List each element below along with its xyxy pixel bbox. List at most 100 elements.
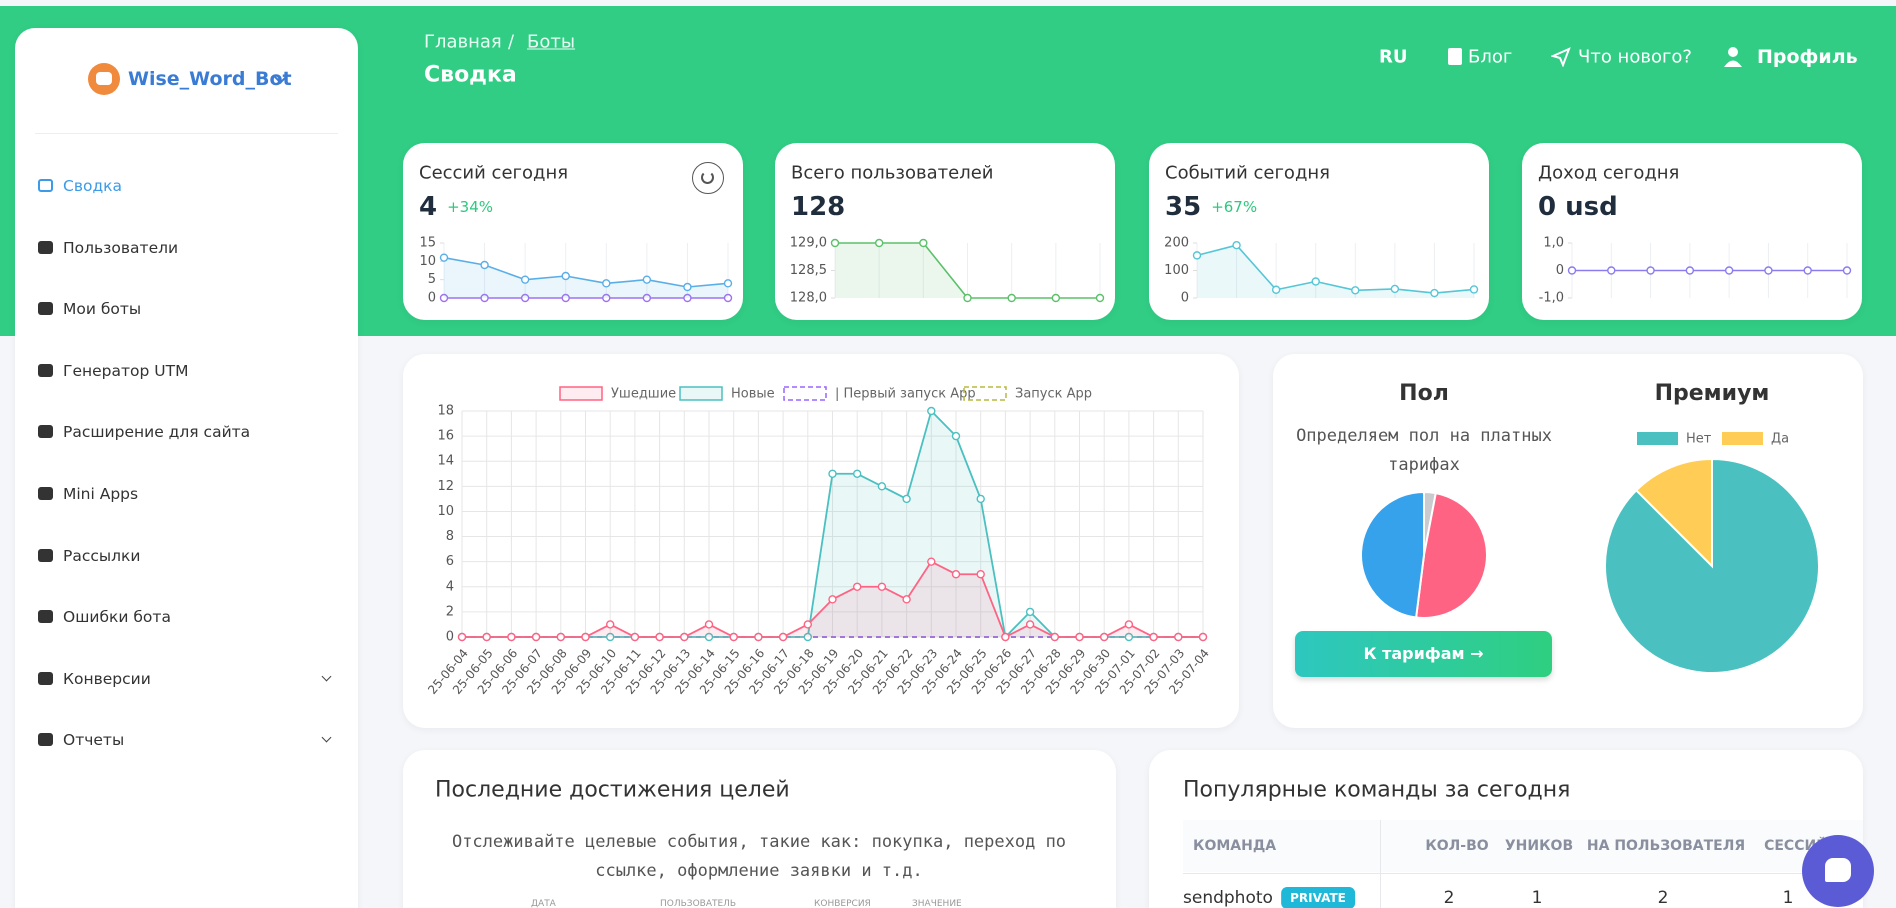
point xyxy=(439,293,449,303)
pie-slice xyxy=(1414,491,1488,619)
menu-item[interactable]: Расширение для сайта xyxy=(63,423,251,442)
point xyxy=(1124,620,1134,629)
stat-value: 128 xyxy=(791,192,846,222)
table-cell: 1 xyxy=(1782,888,1794,908)
breadcrumb-home[interactable]: Главная xyxy=(424,31,502,53)
menu-icon xyxy=(38,733,53,747)
legend-swatch xyxy=(783,386,827,401)
stat-change: +34% xyxy=(447,198,494,216)
legend-swatch xyxy=(1722,432,1763,445)
stat-title: Всего пользователей xyxy=(791,162,994,184)
menu-item[interactable]: Пользователи xyxy=(63,238,179,257)
legend-label: Нет xyxy=(1686,432,1712,447)
point xyxy=(561,293,570,303)
menu-item[interactable]: Отчеты xyxy=(63,731,125,750)
y-tick-label: -1,0 xyxy=(1539,291,1564,306)
menu-item[interactable]: Генератор UTM xyxy=(63,361,189,380)
goals-column: КОНВЕРСИЯ xyxy=(814,899,871,908)
point xyxy=(520,293,530,303)
sidebar-divider xyxy=(35,133,338,134)
menu-item[interactable]: Mini Apps xyxy=(63,485,139,503)
breadcrumb-bots[interactable]: Боты xyxy=(527,31,576,53)
pie-slice xyxy=(1604,457,1820,674)
point xyxy=(606,632,615,642)
point xyxy=(1099,632,1109,642)
blog-icon xyxy=(1448,48,1462,65)
refresh-button[interactable] xyxy=(692,162,724,194)
legend-label: Да xyxy=(1771,432,1789,447)
y-tick-label: 4 xyxy=(446,579,454,594)
point xyxy=(830,238,840,248)
legend-label: Запуск App xyxy=(1015,387,1092,402)
point xyxy=(1567,266,1577,275)
point xyxy=(1007,293,1016,303)
y-tick-label: 129,0 xyxy=(790,236,827,251)
pricing-button[interactable]: К тарифам → xyxy=(1295,631,1552,677)
menu-item[interactable]: Мои боты xyxy=(63,300,142,319)
point xyxy=(902,595,911,604)
table-header: КОМАНДА xyxy=(1193,838,1277,854)
profile-body xyxy=(1724,60,1742,67)
nav-blog[interactable]: Блог xyxy=(1468,46,1513,68)
point xyxy=(630,632,640,642)
stat-title: Сессий сегодня xyxy=(419,162,569,184)
y-tick-label: 1,0 xyxy=(1543,236,1564,251)
y-tick-label: 100 xyxy=(1164,263,1189,278)
point xyxy=(1764,266,1773,275)
stat-change: +67% xyxy=(1211,198,1258,216)
chat-icon xyxy=(1825,858,1851,882)
nav-news[interactable]: Что нового? xyxy=(1578,46,1692,68)
profile-icon xyxy=(1724,47,1742,67)
pie-title: Пол xyxy=(1399,381,1449,406)
point xyxy=(723,293,733,303)
news-icon-shape xyxy=(1551,47,1571,67)
breadcrumb-separator: / xyxy=(508,31,515,53)
stat-value: 35 xyxy=(1165,192,1202,222)
menu-icon xyxy=(38,610,53,624)
point xyxy=(1198,632,1208,642)
legend-swatch xyxy=(1637,432,1678,445)
point xyxy=(1724,266,1734,275)
point xyxy=(828,595,837,604)
avatar-face xyxy=(96,72,112,85)
nav-language[interactable]: RU xyxy=(1379,46,1408,68)
bot-name[interactable]: Wise_Word_Bot xyxy=(128,68,292,90)
news-icon xyxy=(1551,47,1571,67)
goals-column: ДАТА xyxy=(531,899,556,908)
goals-column: ПОЛЬЗОВАТЕЛЬ xyxy=(660,899,737,908)
goals-title: Последние достижения целей xyxy=(435,777,790,803)
gender-subtitle: Определяем пол на платных тарифах xyxy=(1296,426,1552,475)
table-header: КОЛ-ВО xyxy=(1425,838,1489,854)
area xyxy=(462,411,1203,637)
point xyxy=(642,275,652,284)
point xyxy=(480,293,489,303)
nav-profile[interactable]: Профиль xyxy=(1757,46,1858,68)
menu-item[interactable]: Конверсии xyxy=(63,669,151,688)
point xyxy=(680,632,689,642)
menu-icon xyxy=(38,363,53,377)
point xyxy=(1232,240,1241,250)
point xyxy=(606,620,615,629)
menu-item[interactable]: Ошибки бота xyxy=(63,608,171,627)
point xyxy=(828,469,837,478)
point xyxy=(877,582,887,591)
stat-value-row: 0 usd xyxy=(1538,192,1618,222)
y-tick-label: 6 xyxy=(446,554,454,569)
menu-item[interactable]: Рассылки xyxy=(63,546,141,565)
chat-button[interactable] xyxy=(1802,835,1874,907)
commands-header-bg xyxy=(1183,820,1863,872)
menu-icon xyxy=(38,240,53,254)
bot-avatar xyxy=(88,63,120,95)
menu-item[interactable]: Сводка xyxy=(63,177,123,195)
goals-column: ЗНАЧЕНИЕ xyxy=(912,899,962,908)
point xyxy=(683,293,692,303)
point xyxy=(1174,632,1183,642)
pie-title: Премиум xyxy=(1655,381,1770,406)
area xyxy=(835,243,1100,298)
menu-icon xyxy=(38,302,53,316)
point xyxy=(642,293,652,303)
stat-card xyxy=(775,143,1115,320)
stat-title: Доход сегодня xyxy=(1538,162,1680,184)
point xyxy=(723,279,733,288)
